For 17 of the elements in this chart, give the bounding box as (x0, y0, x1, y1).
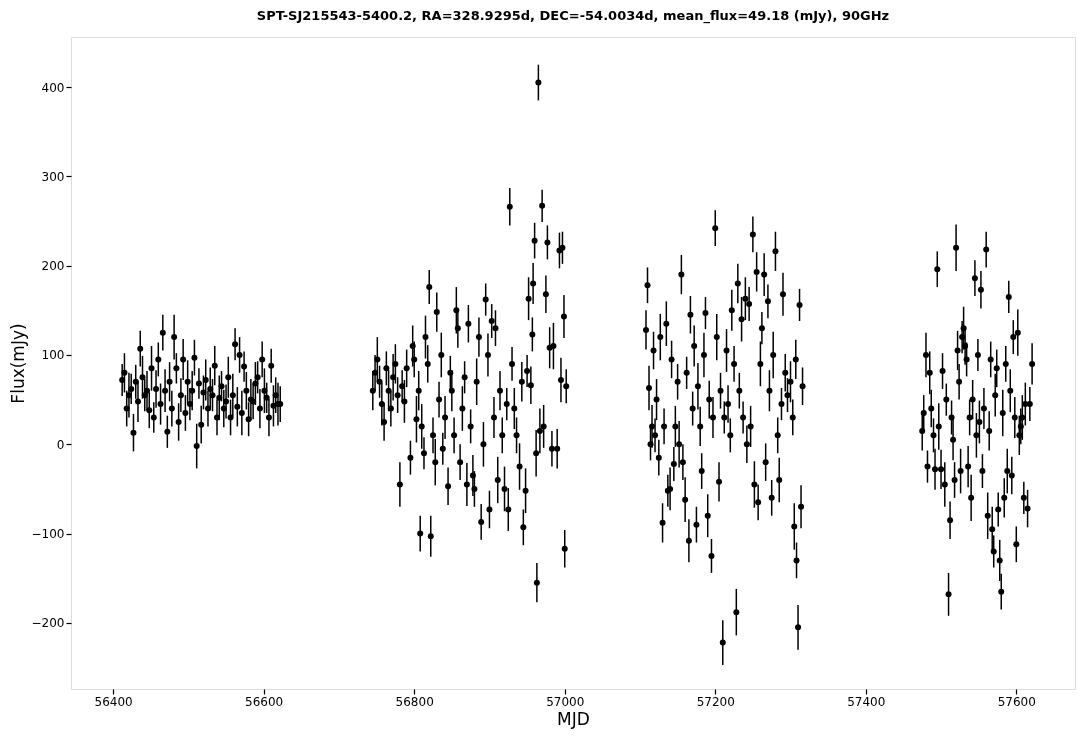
x-tick-label: 57600 (997, 694, 1036, 709)
y-tick-label: 400 (41, 80, 65, 95)
x-tick-label: 56800 (395, 694, 434, 709)
y-tick-label: −100 (31, 527, 65, 542)
y-tick-label: 200 (41, 259, 65, 274)
y-tick-label: 300 (41, 169, 65, 184)
x-tick-label: 56400 (94, 694, 133, 709)
y-tick-label: 0 (56, 437, 65, 452)
x-tick-label: 56600 (245, 694, 284, 709)
chart-title: SPT-SJ215543-5400.2, RA=328.9295d, DEC=-54.0034d, mean_flux=49.18 (mJy), 90GHz (256, 8, 890, 24)
y-tick-label: −200 (31, 616, 65, 631)
x-axis-title: MJD (557, 708, 590, 729)
y-tick-label: 100 (41, 348, 65, 363)
x-tick-label: 57000 (546, 694, 585, 709)
x-tick-label: 57200 (696, 694, 735, 709)
x-tick-label: 57400 (847, 694, 886, 709)
y-axis-title: Flux(mJy) (7, 323, 28, 404)
